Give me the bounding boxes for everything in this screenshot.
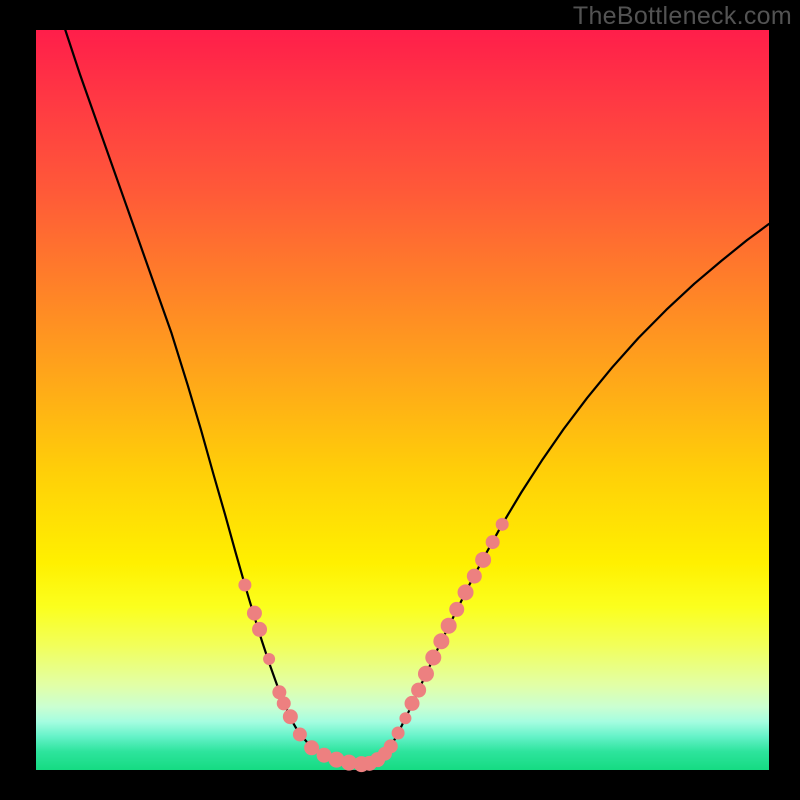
marker-dot (449, 602, 464, 617)
stage: TheBottleneck.com (0, 0, 800, 800)
marker-dot (252, 622, 267, 637)
marker-dot (411, 683, 426, 698)
marker-dot (304, 740, 319, 755)
marker-dot (467, 569, 482, 584)
marker-dot (293, 727, 307, 741)
marker-dot (433, 633, 449, 649)
marker-dot (277, 696, 291, 710)
marker-dot (405, 696, 420, 711)
marker-dot (392, 727, 405, 740)
marker-dot (283, 709, 298, 724)
marker-dot (263, 653, 275, 665)
marker-dot (441, 618, 457, 634)
marker-dot (496, 518, 509, 531)
watermark-text: TheBottleneck.com (573, 2, 792, 31)
marker-dot (425, 650, 441, 666)
marker-dot (475, 552, 491, 568)
marker-dot (384, 739, 398, 753)
marker-dot (486, 535, 500, 549)
marker-dot (238, 579, 251, 592)
marker-dot (458, 584, 474, 600)
marker-dot (247, 606, 262, 621)
chart-svg (0, 0, 800, 800)
marker-dot (399, 712, 411, 724)
marker-dot (418, 666, 434, 682)
plot-background (36, 30, 769, 770)
